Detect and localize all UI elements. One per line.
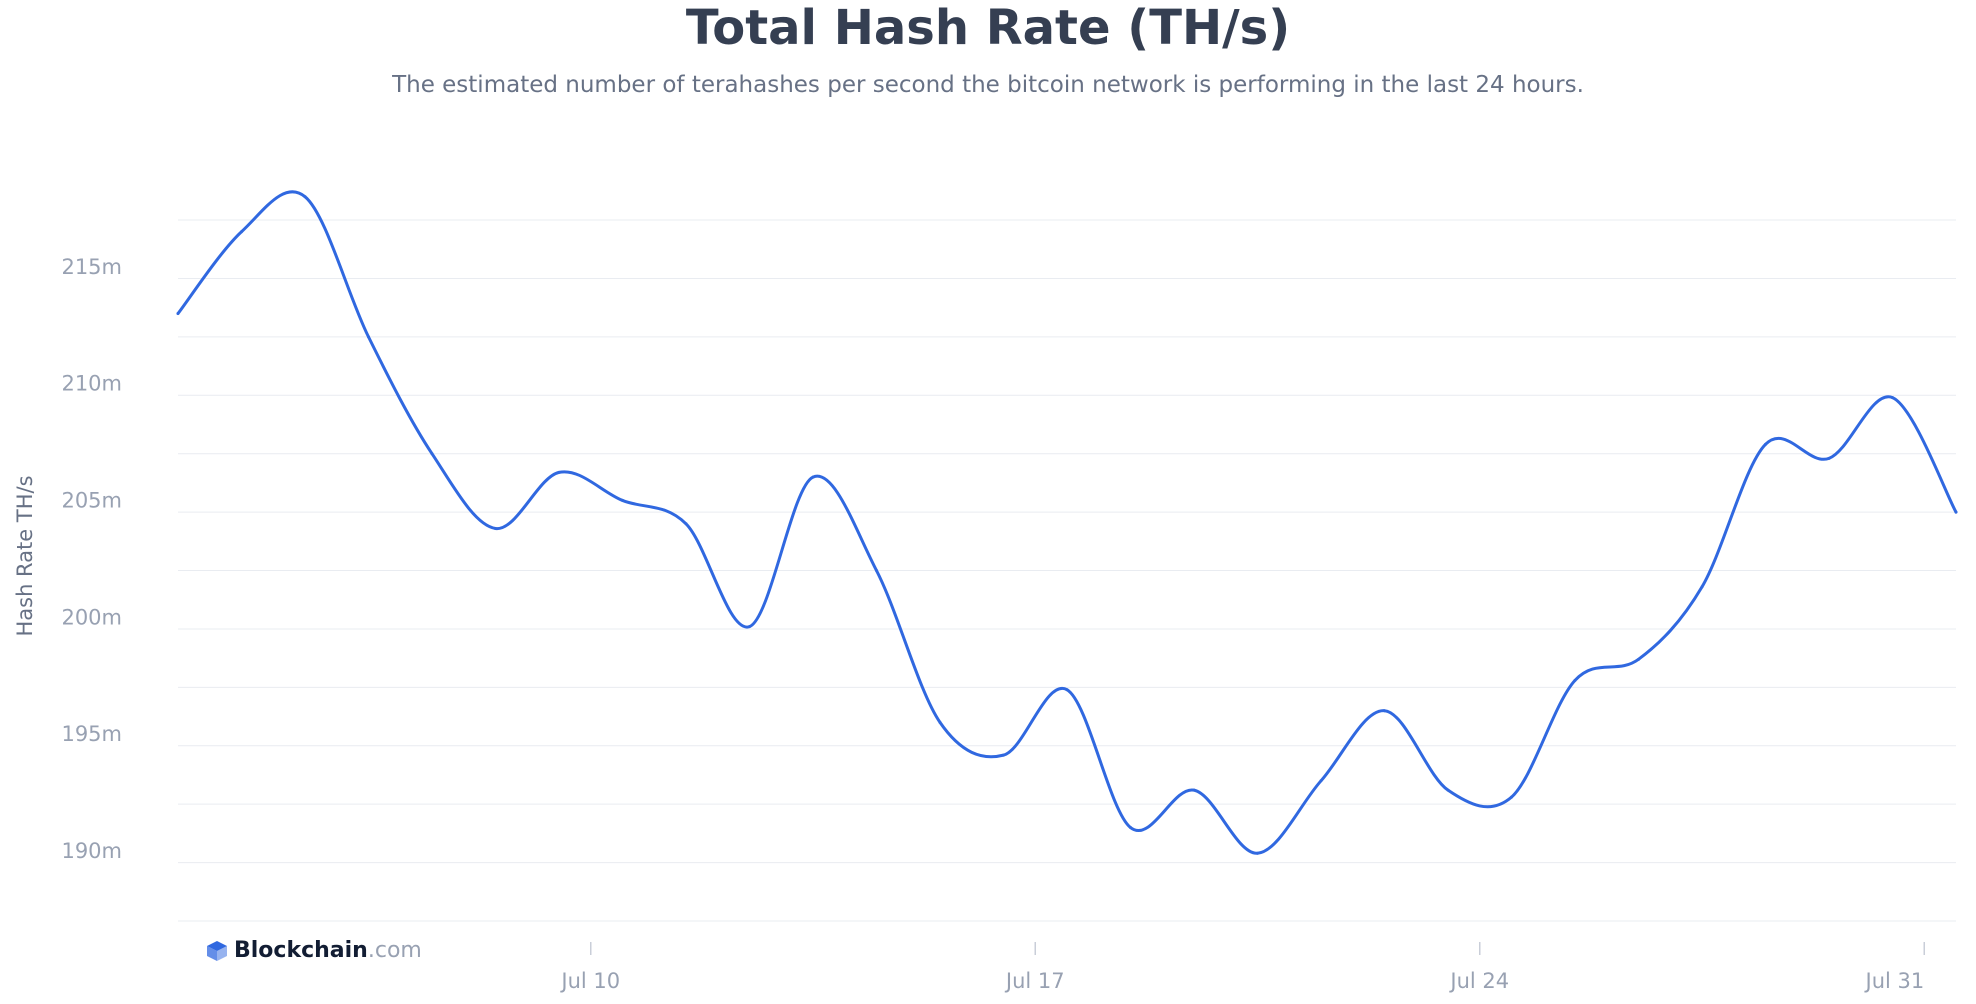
series-point xyxy=(1446,788,1450,792)
series-point xyxy=(1573,678,1577,682)
chart-title: Total Hash Rate (TH/s) xyxy=(685,0,1291,56)
series-point xyxy=(1700,585,1704,589)
series-point xyxy=(1954,510,1958,514)
x-axis-ticks: Jul 10 Jul 17 Jul 24 Jul 31 xyxy=(559,942,1925,993)
series-point xyxy=(240,230,243,234)
x-tick-label: Jul 24 xyxy=(1448,969,1509,993)
series-point xyxy=(1319,779,1323,783)
series-point xyxy=(1129,826,1132,830)
x-tick-label: Jul 10 xyxy=(559,969,620,993)
series-point xyxy=(1637,657,1640,661)
series-point xyxy=(494,526,497,530)
y-tick-label: 205m xyxy=(61,488,122,512)
hash-rate-series-line xyxy=(176,190,1958,855)
y-axis-label: Hash Rate TH/s xyxy=(13,475,37,636)
series-point xyxy=(875,569,878,573)
series-point xyxy=(1827,456,1831,460)
y-tick-label: 200m xyxy=(61,605,122,629)
brand-domain: .com xyxy=(367,938,422,963)
y-tick-label: 195m xyxy=(61,722,122,746)
series-point xyxy=(303,195,307,199)
blockchain-cube-icon xyxy=(207,940,227,961)
series-point xyxy=(938,720,942,724)
x-tick-label: Jul 17 xyxy=(1004,969,1065,993)
y-tick-label: 215m xyxy=(61,255,122,279)
y-tick-label: 210m xyxy=(61,372,122,396)
series-point xyxy=(367,335,370,339)
y-tick-label: 190m xyxy=(61,839,122,863)
x-tick-label: Jul 31 xyxy=(1864,969,1925,993)
series-point xyxy=(1510,795,1513,799)
series-point xyxy=(1192,788,1196,792)
brand-name: Blockchain xyxy=(234,938,368,963)
series-points xyxy=(176,195,1958,855)
series-point xyxy=(748,625,751,629)
grid-lines xyxy=(178,219,1956,922)
series-point xyxy=(1002,753,1005,757)
series-point xyxy=(1256,851,1259,855)
series-point xyxy=(1764,442,1767,446)
series-point xyxy=(684,522,688,526)
chart-subtitle: The estimated number of terahashes per s… xyxy=(392,72,1584,98)
blockchain-brand[interactable]: Blockchain .com xyxy=(205,938,422,963)
series-point xyxy=(430,452,434,456)
series-point xyxy=(557,470,561,474)
series-point xyxy=(1383,709,1386,713)
series-point xyxy=(621,498,624,502)
series-point xyxy=(1891,396,1894,400)
series-point xyxy=(1065,688,1069,692)
series-point xyxy=(811,475,815,479)
y-axis-ticks: 190m 195m 200m 205m 210m 215m xyxy=(61,255,122,863)
series-point xyxy=(176,312,180,316)
